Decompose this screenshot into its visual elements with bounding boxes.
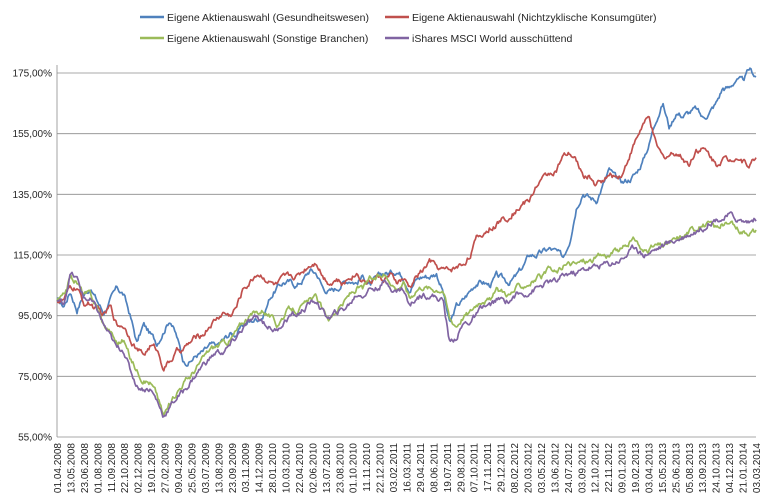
legend: Eigene Aktienauswahl (Gesundheitswesen) E… (140, 12, 657, 45)
x-tick-label: 24.10.2013 (712, 443, 723, 493)
legend-label: Eigene Aktienauswahl (Gesundheitswesen) (167, 12, 369, 24)
y-tick-label: 135,00% (13, 190, 53, 201)
x-tick-label: 03.09.2012 (577, 443, 588, 493)
y-tick-label: 175,00% (13, 69, 53, 80)
x-tick-label: 24.07.2012 (564, 443, 575, 493)
x-tick-label: 27.02.2009 (161, 443, 172, 493)
x-tick-label: 23.06.2008 (80, 443, 91, 493)
x-tick-label: 05.08.2013 (685, 443, 696, 493)
y-tick-label: 55,00% (18, 433, 52, 444)
x-tick-label: 01.04.2008 (53, 443, 64, 493)
x-tick-label: 25.06.2013 (671, 443, 682, 493)
x-tick-label: 13.06.2012 (550, 443, 561, 493)
x-tick-label: 23.08.2010 (335, 443, 346, 493)
legend-label: iShares MSCI World ausschüttend (412, 33, 572, 45)
x-tick-label: 11.11.2010 (362, 443, 373, 492)
x-axis: 01.04.2008 13.05.2008 23.06.2008 01.08.2008… (53, 443, 763, 493)
x-tick-label: 03.04.2013 (645, 443, 656, 493)
x-tick-label: 01.10.2010 (349, 443, 360, 493)
x-tick-label: 14.12.2009 (255, 443, 266, 493)
x-tick-label: 03.05.2012 (537, 443, 548, 493)
x-tick-label: 03.02.2011 (389, 443, 400, 493)
x-tick-label: 29.12.2011 (497, 443, 508, 493)
x-tick-label: 22.11.2012 (604, 443, 615, 493)
y-tick-label: 95,00% (18, 311, 52, 322)
x-tick-label: 07.10.2011 (470, 443, 481, 493)
y-tick-label: 75,00% (18, 372, 52, 383)
x-tick-label: 19.01.2009 (147, 443, 158, 493)
x-tick-label: 09.01.2013 (618, 443, 629, 493)
x-tick-label: 03.03.2014 (752, 443, 763, 493)
x-tick-label: 21.01.2014 (739, 443, 750, 493)
series-line-2 (56, 115, 757, 372)
x-tick-label: 08.02.2012 (510, 443, 521, 493)
x-tick-label: 29.08.2011 (456, 443, 467, 493)
x-tick-label: 11.09.2008 (107, 443, 118, 493)
x-tick-label: 19.07.2011 (443, 443, 454, 493)
x-tick-label: 23.09.2009 (228, 443, 239, 493)
x-tick-label: 22.10.2008 (120, 443, 131, 493)
series-lines (56, 67, 757, 418)
x-tick-label: 13.08.2009 (214, 443, 225, 493)
x-tick-label: 29.04.2011 (416, 443, 427, 493)
y-tick-label: 115,00% (13, 251, 52, 262)
x-tick-label: 03.07.2009 (201, 443, 212, 493)
x-tick-label: 22.04.2010 (295, 443, 306, 493)
x-tick-label: 01.08.2008 (93, 443, 104, 493)
y-axis: 55,00% 75,00% 95,00% 115,00% 135,00% 155,00% 1… (13, 65, 58, 444)
x-tick-label: 08.06.2011 (429, 443, 440, 493)
x-tick-label: 13.07.2010 (322, 443, 333, 493)
x-tick-label: 19.02.2013 (631, 443, 642, 493)
x-tick-label: 10.03.2010 (282, 443, 293, 493)
x-tick-label: 09.04.2009 (174, 443, 185, 493)
legend-label: Eigene Aktienauswahl (Sonstige Branchen) (167, 33, 368, 45)
x-tick-label: 28.01.2010 (268, 443, 279, 493)
x-tick-label: 22.12.2010 (376, 443, 387, 493)
legend-label: Eigene Aktienauswahl (Nichtzyklische Kon… (412, 12, 657, 24)
x-tick-label: 13.09.2013 (698, 443, 709, 493)
y-tick-label: 155,00% (13, 129, 53, 140)
x-tick-label: 12.10.2012 (591, 443, 602, 493)
x-tick-label: 02.06.2010 (308, 443, 319, 493)
x-tick-label: 03.11.2009 (241, 443, 252, 493)
x-tick-label: 02.12.2008 (134, 443, 145, 493)
series-line-3 (56, 220, 757, 416)
x-tick-label: 16.03.2011 (403, 443, 414, 493)
series-line-4 (56, 211, 757, 418)
x-tick-label: 04.12.2013 (725, 443, 736, 493)
x-tick-label: 13.05.2008 (66, 443, 77, 493)
x-tick-label: 15.05.2013 (658, 443, 669, 493)
x-tick-label: 17.11.2011 (483, 443, 494, 492)
gridlines (57, 72, 756, 438)
x-tick-label: 20.03.2012 (524, 443, 535, 493)
x-tick-label: 25.05.2009 (187, 443, 198, 493)
